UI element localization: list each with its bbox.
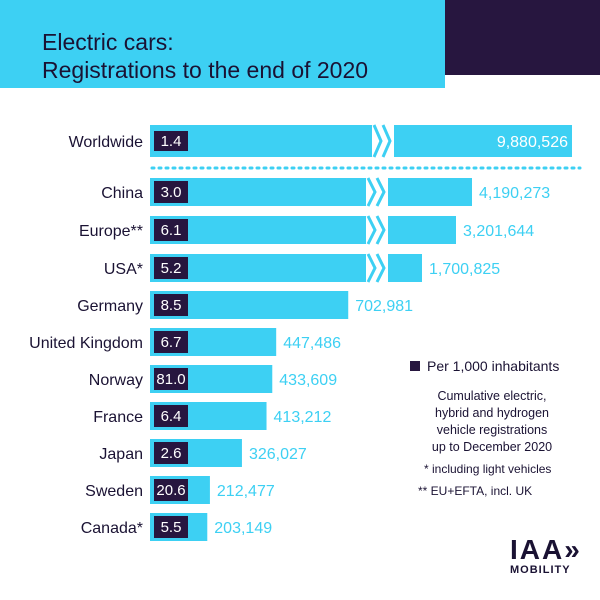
note-line-4: up to December 2020	[431, 440, 553, 454]
value-label-europe: 3,201,644	[463, 223, 534, 240]
category-label-europe: Europe**	[79, 223, 143, 240]
badge-europe	[154, 219, 188, 241]
category-label-worldwide: Worldwide	[69, 134, 144, 151]
category-label-canada: Canada*	[81, 520, 143, 537]
category-label-china: China	[101, 185, 143, 202]
badge-label-china: 3.0	[161, 184, 182, 201]
legend: Per 1,000 inhabitants	[410, 358, 559, 374]
axis-break-chevron-a-usa	[366, 253, 377, 283]
badge-sweden	[154, 479, 188, 501]
chart-title-line2: Registrations to the end of 2020	[42, 57, 369, 83]
axis-break-chevron-b-europe	[375, 215, 386, 245]
badge-usa	[154, 257, 188, 279]
value-label-usa: 1,700,825	[429, 261, 500, 278]
category-label-sweden: Sweden	[85, 483, 143, 500]
badge-worldwide	[154, 131, 188, 151]
bar-china	[150, 178, 472, 206]
bar-europe	[150, 216, 456, 244]
value-label-sweden: 212,477	[217, 483, 275, 500]
legend-swatch	[410, 361, 420, 371]
value-label-canada: 203,149	[214, 520, 272, 537]
logo-sub: MOBILITY	[510, 564, 571, 576]
badge-label-canada: 5.5	[161, 519, 182, 536]
category-label-usa: USA*	[104, 261, 143, 278]
badge-japan	[154, 442, 188, 464]
logo-main: IAA»	[510, 534, 582, 565]
badge-label-europe: 6.1	[161, 222, 182, 239]
note-line-1: Cumulative electric,	[437, 389, 547, 403]
axis-break-chevron-b-china	[375, 177, 386, 207]
badge-united-kingdom	[154, 331, 188, 353]
badge-label-norway: 81.0	[156, 371, 185, 388]
axis-break-chevron-a-china	[366, 177, 377, 207]
value-label-china: 4,190,273	[479, 185, 550, 202]
footnote-eu-efta: ** EU+EFTA, incl. UK	[418, 484, 533, 498]
value-label-germany: 702,981	[355, 298, 413, 315]
chart-title-line1: Electric cars:	[42, 29, 174, 55]
badge-france	[154, 405, 188, 427]
category-label-germany: Germany	[77, 298, 143, 315]
value-label-united-kingdom: 447,486	[283, 335, 341, 352]
note-line-3: vehicle registrations	[436, 423, 548, 437]
category-label-norway: Norway	[89, 372, 143, 389]
badge-norway	[154, 368, 188, 390]
value-label-japan: 326,027	[249, 446, 307, 463]
iaa-mobility-logo: IAA» MOBILITY	[510, 534, 582, 577]
legend-label: Per 1,000 inhabitants	[427, 358, 560, 374]
footnote-light-vehicles: * including light vehicles	[424, 462, 552, 476]
badge-label-japan: 2.6	[161, 445, 182, 462]
category-label-japan: Japan	[99, 446, 143, 463]
badge-label-france: 6.4	[161, 408, 182, 425]
title-banner	[0, 0, 445, 88]
badge-label-united-kingdom: 6.7	[161, 334, 182, 351]
badge-germany	[154, 294, 188, 316]
corner-block	[445, 0, 600, 75]
axis-break-chevron-a-europe	[366, 215, 377, 245]
category-label-united-kingdom: United Kingdom	[29, 335, 143, 352]
category-label-france: France	[93, 409, 143, 426]
value-label-worldwide: 9,880,526	[497, 134, 568, 151]
axis-break-chevron-b-usa	[375, 253, 386, 283]
badge-china	[154, 181, 188, 203]
badge-label-germany: 8.5	[161, 297, 182, 314]
value-label-norway: 433,609	[279, 372, 337, 389]
value-label-france: 413,212	[274, 409, 332, 426]
badge-label-sweden: 20.6	[156, 482, 185, 499]
badge-label-worldwide: 1.4	[161, 133, 182, 150]
badge-label-usa: 5.2	[161, 260, 182, 277]
bar-worldwide	[150, 125, 572, 157]
axis-break-chevron-a-worldwide	[372, 124, 383, 158]
axis-break-chevron-b-worldwide	[381, 124, 392, 158]
badge-canada	[154, 516, 188, 538]
note-line-2: hybrid and hydrogen	[435, 406, 549, 420]
